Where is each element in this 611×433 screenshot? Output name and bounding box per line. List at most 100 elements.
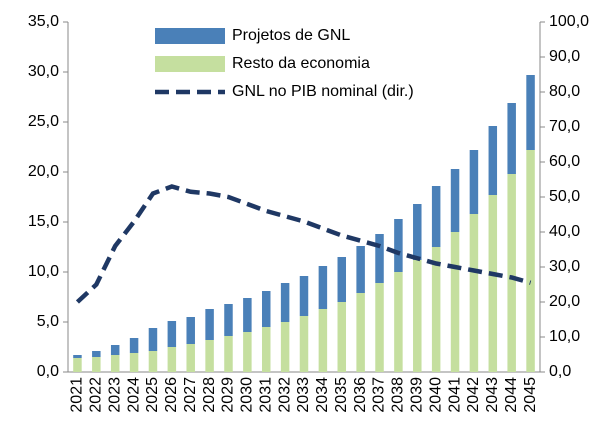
bar-segment [224, 336, 233, 372]
x-tick-label: 2030 [239, 377, 256, 413]
x-tick-label: 2038 [390, 377, 407, 413]
y2-tick-label: 80,0 [549, 83, 580, 100]
x-tick-label: 2026 [163, 377, 180, 413]
bar-segment [73, 358, 82, 372]
x-tick-label: 2037 [371, 377, 388, 413]
bar-segment [261, 291, 271, 327]
x-tick-label: 2021 [69, 377, 86, 413]
line-series [75, 184, 532, 304]
bar-segment [224, 304, 233, 336]
bar-segment [299, 276, 309, 316]
x-tick-label: 2022 [88, 377, 105, 413]
legend-label: Projetos de GNL [232, 27, 350, 44]
x-tick-label: 2042 [465, 377, 482, 413]
bar-segment [299, 316, 309, 372]
y2-tick-label: 40,0 [549, 223, 580, 240]
x-tick-label: 2031 [257, 377, 274, 413]
bar-segment [129, 353, 139, 372]
y2-tick-label: 50,0 [549, 188, 580, 205]
x-tick-label: 2029 [220, 377, 237, 413]
bar-segment [280, 322, 290, 372]
bar-segment [167, 347, 177, 372]
x-tick-label: 2040 [427, 377, 444, 413]
x-tick-label: 2043 [484, 377, 501, 413]
y2-tick-label: 0,0 [549, 363, 571, 380]
bar-segment [243, 332, 252, 372]
x-tick-label: 2045 [522, 377, 539, 413]
y-tick-label: 15,0 [28, 213, 59, 230]
legend-label: GNL no PIB nominal (dir.) [232, 83, 414, 100]
bar-segment [488, 195, 498, 372]
bar-segment [337, 302, 347, 372]
bar-segment [356, 293, 365, 372]
bar-segment [280, 283, 290, 322]
x-tick-label: 2033 [295, 377, 312, 413]
y-tick-label: 30,0 [28, 63, 59, 80]
bar-segment [186, 344, 195, 372]
x-tick-label: 2036 [352, 377, 369, 413]
bar-segment [413, 260, 422, 372]
bar-segment [205, 340, 214, 372]
bar-segment [450, 232, 460, 372]
bar-segment [431, 186, 441, 247]
x-tick-label: 2035 [333, 377, 350, 413]
bar-segment [205, 309, 214, 340]
y2-tick-label: 100,0 [549, 13, 589, 30]
bar-segment [375, 234, 384, 283]
y2-tick-label: 70,0 [549, 118, 580, 135]
bar-segment [318, 266, 328, 309]
legend-swatch [155, 28, 225, 44]
bar-segment [92, 357, 101, 372]
bar-segment [129, 338, 139, 353]
bar-segment [73, 355, 82, 358]
x-tick-label: 2032 [276, 377, 293, 413]
y-tick-label: 10,0 [28, 263, 59, 280]
bar-segment [261, 327, 271, 372]
bar-segment [507, 103, 516, 174]
bar-segment [243, 298, 252, 332]
bar-segment [356, 246, 365, 293]
x-tick-label: 2044 [503, 377, 520, 413]
bar-segment [469, 150, 479, 214]
bar-segment [110, 355, 120, 372]
x-tick-label: 2034 [314, 377, 331, 413]
x-tick-label: 2023 [106, 377, 123, 413]
y-tick-label: 0,0 [37, 363, 59, 380]
x-tick-label: 2028 [201, 377, 218, 413]
bar-segment [450, 169, 460, 232]
y-tick-label: 25,0 [28, 113, 59, 130]
bar-segment [186, 317, 195, 344]
y-tick-label: 5,0 [37, 313, 59, 330]
x-tick-label: 2025 [144, 377, 161, 413]
y-tick-label: 20,0 [28, 163, 59, 180]
y2-tick-label: 10,0 [549, 328, 580, 345]
bar-segment [469, 214, 479, 372]
y2-tick-label: 20,0 [549, 293, 580, 310]
bar-segment [92, 351, 101, 357]
bar-segment [488, 126, 498, 195]
legend-label: Resto da economia [232, 55, 370, 72]
bar-segment [394, 219, 403, 272]
bar-segment [526, 150, 535, 372]
bar-segment [148, 328, 158, 351]
y2-tick-label: 90,0 [549, 48, 580, 65]
bar-segment [507, 174, 516, 372]
bar-segment [148, 351, 158, 372]
bar-segment [431, 247, 441, 372]
x-tick-label: 2039 [408, 377, 425, 413]
bar-segment [413, 204, 422, 260]
bar-segment [337, 257, 347, 302]
x-tick-label: 2024 [125, 377, 142, 413]
legend-swatch [155, 56, 225, 72]
x-tick-label: 2027 [182, 377, 199, 413]
bar-segment [318, 309, 328, 372]
bar-segment [394, 272, 403, 372]
bar-segment [375, 283, 384, 372]
y2-tick-label: 30,0 [549, 258, 580, 275]
x-tick-label: 2041 [446, 377, 463, 413]
bar-segment [526, 75, 535, 150]
y-tick-label: 35,0 [28, 13, 59, 30]
y2-tick-label: 60,0 [549, 153, 580, 170]
bar-segment [167, 321, 177, 347]
